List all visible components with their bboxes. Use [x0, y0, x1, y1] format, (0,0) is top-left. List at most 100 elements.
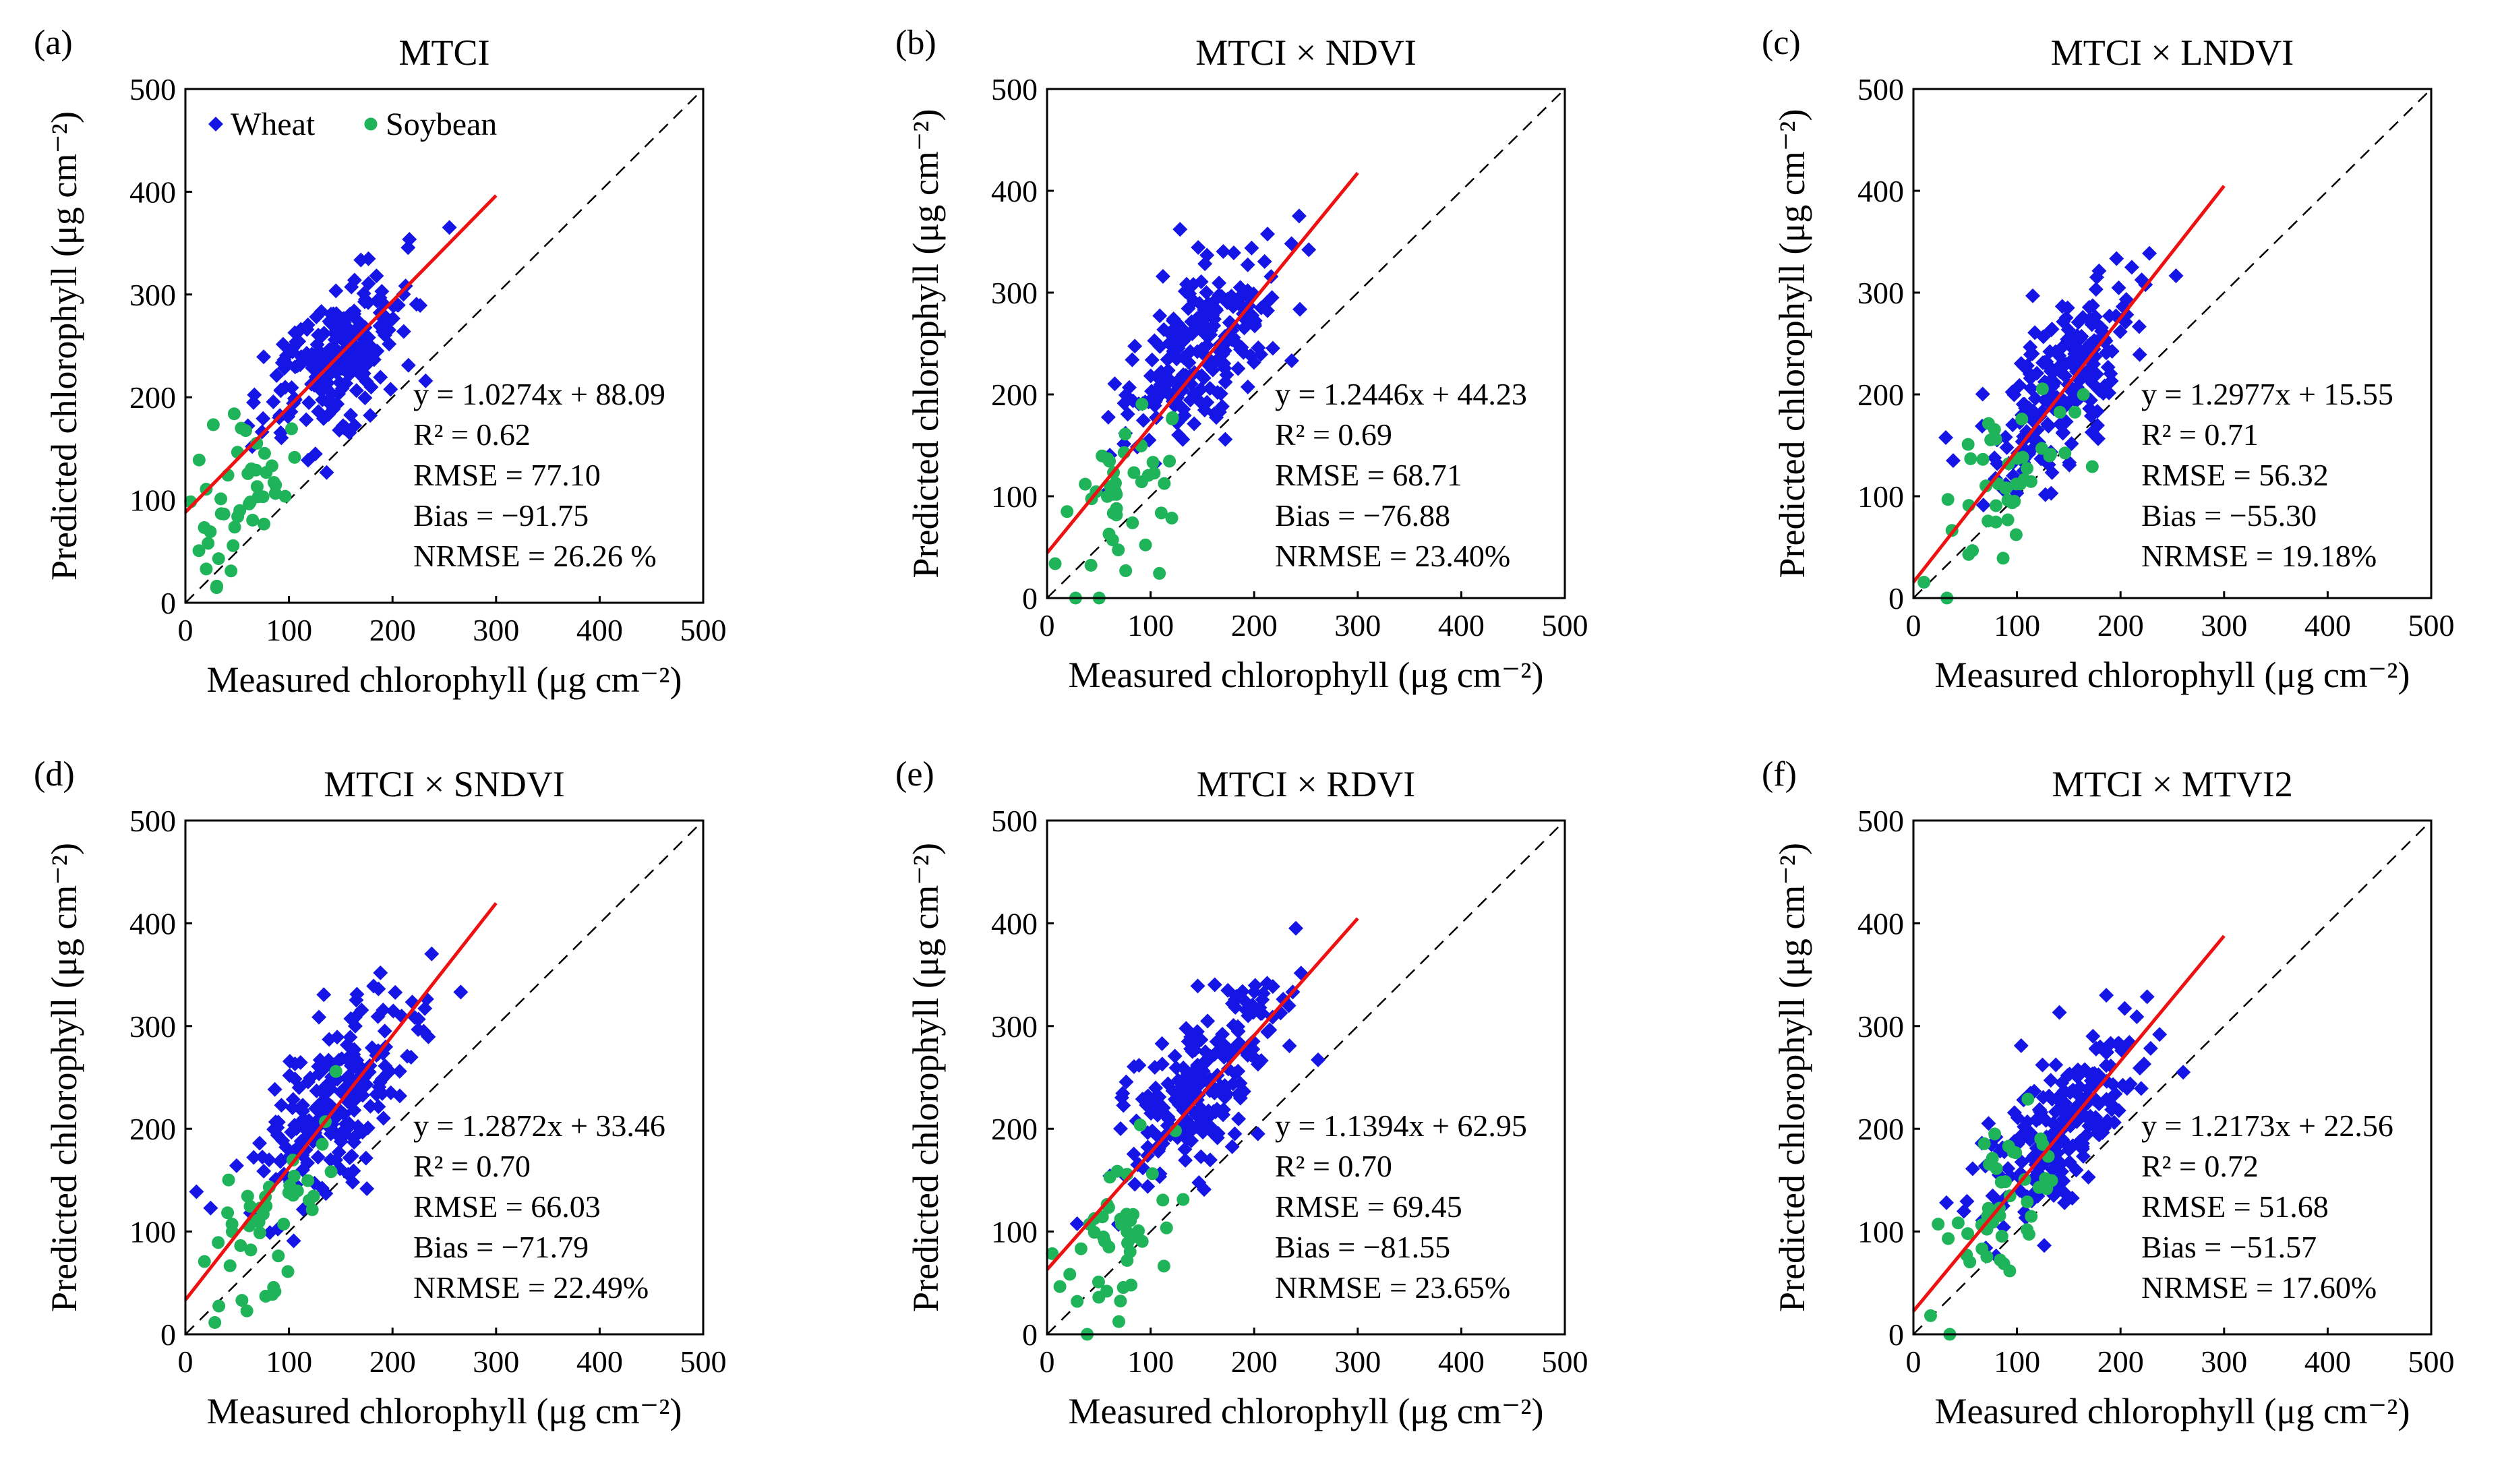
wheat-point — [418, 373, 434, 388]
soybean-point — [2015, 413, 2029, 426]
wheat-point — [366, 978, 382, 994]
scatter-panel: (c) MTCI × LNDVI 0 100 200 300 400 500 0 100 200 30… — [1762, 24, 2455, 695]
wheat-point — [1139, 1097, 1154, 1112]
x-tick-label: 200 — [1231, 1344, 1278, 1379]
soybean-point — [2077, 388, 2090, 401]
wheat-point — [2133, 1081, 2149, 1096]
x-tick-label: 0 — [1906, 608, 1922, 643]
wheat-point — [1938, 429, 1954, 445]
wheat-point — [2152, 1027, 2168, 1042]
wheat-point — [2097, 1119, 2112, 1134]
soybean-point — [2044, 448, 2058, 461]
soybean-point — [234, 1239, 247, 1252]
x-tick-label: 500 — [1542, 1344, 1588, 1379]
wheat-point — [289, 358, 305, 374]
wheat-point — [267, 1081, 282, 1097]
soybean-point — [1123, 1245, 1137, 1258]
wheat-point — [1999, 440, 2015, 455]
y-axis-title: Predicted chlorophyll (μg cm⁻²) — [905, 843, 946, 1312]
wheat-point — [1181, 1034, 1196, 1049]
soybean-point — [225, 564, 238, 578]
y-tick-label: 300 — [991, 276, 1038, 310]
wheat-point — [1188, 1119, 1203, 1135]
wheat-point — [2056, 314, 2071, 330]
soybean-point — [1964, 452, 1977, 465]
wheat-point — [1171, 1097, 1187, 1112]
wheat-point — [1282, 1038, 1297, 1054]
wheat-point — [311, 1009, 327, 1025]
wheat-point — [1207, 977, 1222, 992]
soybean-point — [258, 446, 271, 460]
wheat-point — [2091, 1067, 2106, 1082]
wheat-point — [1216, 244, 1231, 260]
wheat-point — [2093, 320, 2109, 336]
soybean-point — [2035, 382, 2049, 396]
scatter-panel: (a) MTCI 0 100 200 300 400 500 0 100 200 300 400 500 M… — [34, 24, 727, 700]
wheat-point — [2030, 1158, 2046, 1173]
soybean-point — [1975, 1242, 1989, 1255]
y-axis-title: Predicted chlorophyll (μg cm⁻²) — [1772, 843, 1812, 1312]
soybean-point — [2009, 528, 2023, 541]
soybean-point — [250, 436, 264, 450]
wheat-point — [316, 987, 332, 1003]
wheat-point — [1215, 356, 1230, 372]
wheat-point — [307, 446, 323, 462]
soybean-point — [240, 1304, 254, 1317]
wheat-point — [247, 387, 262, 403]
legend-label: Soybean — [386, 107, 497, 142]
wheat-point — [409, 297, 424, 312]
soybean-point — [202, 537, 215, 550]
scatter-panel: (f) MTCI × MTVI2 0 100 200 300 400 500 0 100 200 30… — [1762, 755, 2455, 1431]
wheat-point — [2168, 268, 2184, 284]
wheat-point — [1147, 333, 1162, 349]
stat-line: RMSE = 56.32 — [2141, 458, 2329, 492]
wheat-point — [2088, 1040, 2104, 1056]
soybean-point — [1158, 477, 1171, 490]
soybean-point — [1135, 397, 1149, 411]
wheat-point — [1265, 979, 1280, 995]
wheat-point — [2089, 270, 2104, 285]
wheat-point — [2023, 381, 2039, 396]
stat-line: Bias = −71.79 — [413, 1230, 589, 1264]
wheat-point — [2088, 282, 2104, 297]
wheat-point — [2037, 1238, 2052, 1253]
wheat-point — [1232, 1075, 1248, 1091]
panel-letter: (a) — [34, 24, 73, 62]
stat-line: R² = 0.62 — [413, 417, 531, 452]
wheat-point — [417, 1001, 433, 1016]
soybean-point — [250, 480, 264, 494]
wheat-point — [310, 1150, 326, 1165]
wheat-point — [328, 306, 344, 322]
panel-letter: (e) — [895, 755, 934, 794]
wheat-point — [262, 1225, 278, 1241]
wheat-point — [345, 1175, 361, 1190]
wheat-point — [1240, 283, 1255, 299]
wheat-point — [1131, 1058, 1147, 1073]
soybean-point — [1096, 1210, 1109, 1224]
soybean-point — [1154, 506, 1168, 520]
stat-line: R² = 0.70 — [413, 1149, 531, 1183]
y-tick-label: 200 — [1857, 1112, 1904, 1146]
wheat-point — [1150, 1107, 1165, 1123]
wheat-point — [273, 383, 289, 398]
wheat-point — [269, 367, 285, 383]
wheat-point — [2083, 362, 2098, 378]
soybean-point — [1108, 477, 1122, 490]
y-axis-title: Predicted chlorophyll (μg cm⁻²) — [44, 843, 84, 1312]
wheat-point — [2055, 425, 2071, 440]
y-tick-label: 400 — [129, 175, 176, 209]
wheat-point — [377, 1023, 392, 1039]
soybean-point — [1061, 505, 1074, 518]
wheat-point — [2106, 1077, 2121, 1092]
wheat-point — [287, 1056, 303, 1071]
wheat-point — [2081, 1169, 2096, 1185]
wheat-point — [1172, 222, 1188, 237]
x-tick-label: 400 — [1438, 1344, 1485, 1379]
soybean-point — [316, 1137, 329, 1151]
wheat-point — [1181, 355, 1197, 370]
wheat-point — [2099, 1058, 2114, 1073]
panel-title: MTCI — [399, 32, 490, 73]
wheat-point — [1253, 300, 1269, 316]
wheat-point — [2074, 328, 2089, 344]
y-tick-label: 100 — [129, 483, 176, 518]
